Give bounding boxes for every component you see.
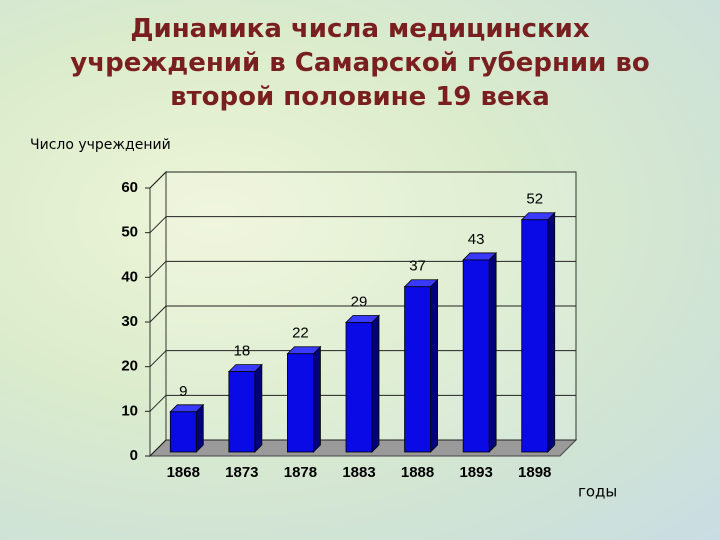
y-tick-label: 40 <box>121 268 138 285</box>
bar-side <box>313 345 321 453</box>
chart-title: Динамика числа медицинских учреждений в … <box>70 14 650 112</box>
x-tick-label: 1868 <box>167 464 200 481</box>
grid-line-side <box>149 305 167 323</box>
grid-line-side <box>149 260 167 278</box>
grid-line-side <box>149 439 167 457</box>
bar-side <box>430 278 438 453</box>
value-label: 43 <box>468 231 485 248</box>
x-tick-label: 1888 <box>401 464 434 481</box>
bar <box>521 219 549 453</box>
value-label: 52 <box>526 191 543 208</box>
bar <box>287 353 314 453</box>
y-tick-label: 20 <box>121 358 138 375</box>
y-tick-label: 50 <box>121 224 138 241</box>
value-label: 29 <box>351 293 368 310</box>
value-label: 37 <box>409 258 426 275</box>
bar-side <box>254 363 263 453</box>
grid-line-side <box>149 171 167 189</box>
grid-line-side <box>149 216 167 234</box>
grid-line-side <box>149 394 167 412</box>
y-tick-label: 30 <box>121 313 138 330</box>
y-tick-label: 10 <box>121 402 138 419</box>
bar-side <box>547 211 556 453</box>
bar <box>228 371 256 453</box>
value-label: 9 <box>179 383 187 400</box>
x-tick-label: 1898 <box>518 464 551 481</box>
x-tick-label: 1893 <box>459 464 492 481</box>
y-axis-label: Число учреждений <box>30 137 171 153</box>
bar <box>169 411 197 453</box>
x-axis-label: годы <box>578 483 617 501</box>
value-label: 22 <box>292 325 309 342</box>
y-tick-label: 60 <box>121 179 138 196</box>
bar <box>462 259 490 453</box>
bar-side <box>488 251 497 453</box>
grid-line-side <box>149 350 167 368</box>
value-label: 18 <box>234 343 251 360</box>
x-tick-label: 1883 <box>342 464 375 481</box>
bar <box>345 322 373 453</box>
bar-side <box>195 403 204 453</box>
x-tick-label: 1878 <box>284 464 317 481</box>
bar <box>404 286 431 453</box>
y-tick-label: 0 <box>130 447 138 464</box>
bar-side <box>371 314 380 453</box>
x-tick-label: 1873 <box>225 464 258 481</box>
